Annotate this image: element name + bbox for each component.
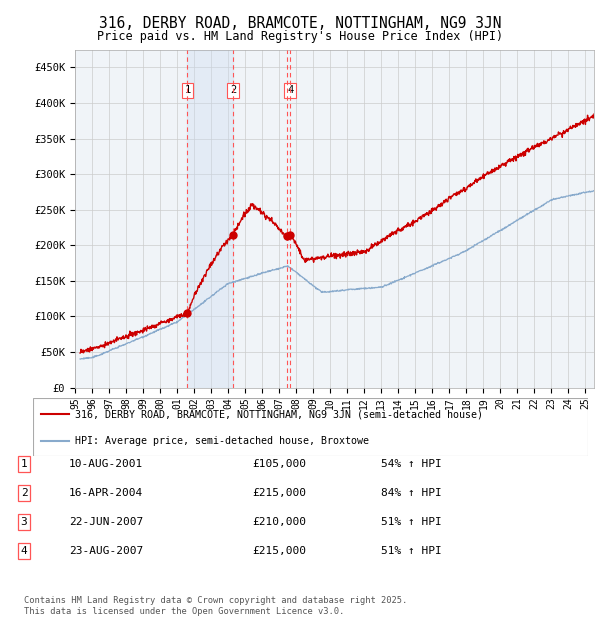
Text: 3: 3: [20, 517, 28, 527]
Text: 2: 2: [20, 488, 28, 498]
Text: 4: 4: [287, 85, 293, 95]
Text: 84% ↑ HPI: 84% ↑ HPI: [381, 488, 442, 498]
Text: £215,000: £215,000: [252, 546, 306, 556]
Text: This data is licensed under the Open Government Licence v3.0.: This data is licensed under the Open Gov…: [24, 607, 344, 616]
Text: 1: 1: [184, 85, 191, 95]
Text: 54% ↑ HPI: 54% ↑ HPI: [381, 459, 442, 469]
Text: Contains HM Land Registry data © Crown copyright and database right 2025.: Contains HM Land Registry data © Crown c…: [24, 596, 407, 605]
Text: 1: 1: [20, 459, 28, 469]
Text: £210,000: £210,000: [252, 517, 306, 527]
Text: 316, DERBY ROAD, BRAMCOTE, NOTTINGHAM, NG9 3JN (semi-detached house): 316, DERBY ROAD, BRAMCOTE, NOTTINGHAM, N…: [74, 409, 482, 419]
Text: £215,000: £215,000: [252, 488, 306, 498]
Text: 2: 2: [230, 85, 236, 95]
Text: 16-APR-2004: 16-APR-2004: [69, 488, 143, 498]
Bar: [187, 50, 233, 388]
Text: 51% ↑ HPI: 51% ↑ HPI: [381, 517, 442, 527]
Text: 10-AUG-2001: 10-AUG-2001: [69, 459, 143, 469]
Text: 316, DERBY ROAD, BRAMCOTE, NOTTINGHAM, NG9 3JN: 316, DERBY ROAD, BRAMCOTE, NOTTINGHAM, N…: [99, 16, 501, 31]
Text: Price paid vs. HM Land Registry's House Price Index (HPI): Price paid vs. HM Land Registry's House …: [97, 30, 503, 43]
Text: 4: 4: [20, 546, 28, 556]
Text: 22-JUN-2007: 22-JUN-2007: [69, 517, 143, 527]
Text: 51% ↑ HPI: 51% ↑ HPI: [381, 546, 442, 556]
Text: HPI: Average price, semi-detached house, Broxtowe: HPI: Average price, semi-detached house,…: [74, 436, 368, 446]
Text: 23-AUG-2007: 23-AUG-2007: [69, 546, 143, 556]
Text: £105,000: £105,000: [252, 459, 306, 469]
